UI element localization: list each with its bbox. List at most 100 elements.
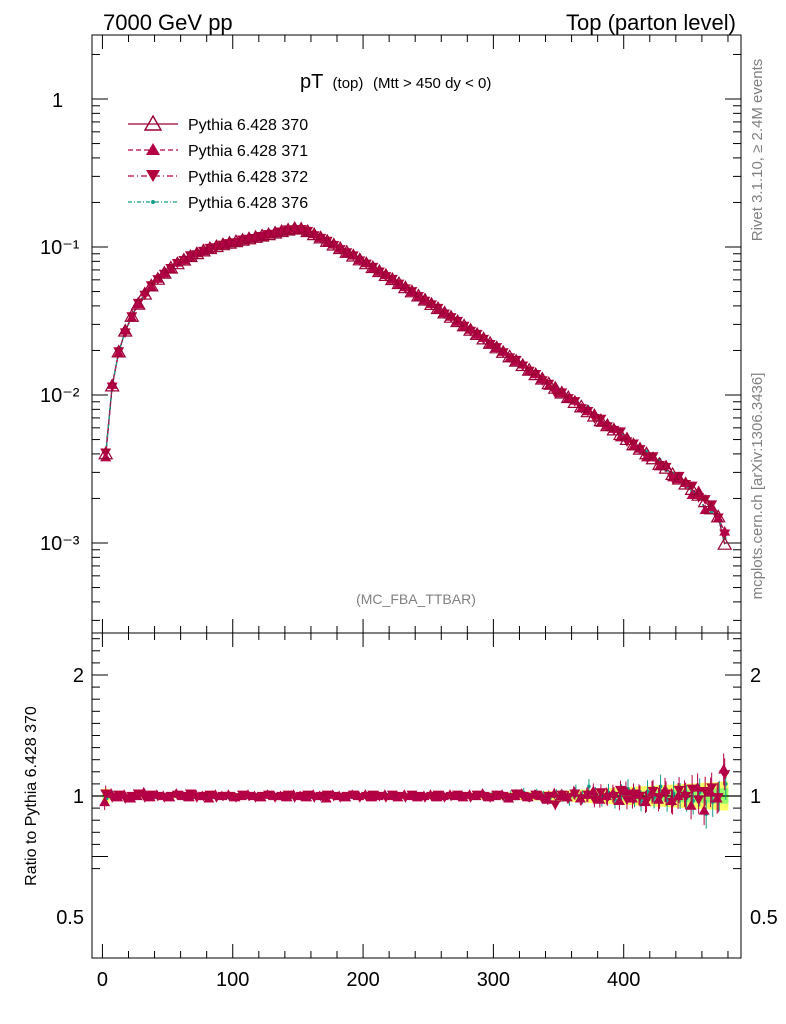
ratio-ytick-label-2-left: 2 bbox=[73, 665, 84, 687]
main-point-370 bbox=[567, 394, 583, 408]
ratio-point-371 bbox=[451, 790, 463, 801]
main-point-370 bbox=[502, 349, 518, 363]
main-point-370 bbox=[208, 238, 224, 253]
main-point-370 bbox=[319, 233, 335, 247]
x-axis-ticks bbox=[101, 35, 729, 958]
ratio-point-376 bbox=[587, 784, 591, 789]
ratio-point-371 bbox=[327, 789, 339, 799]
main-point-370 bbox=[547, 380, 563, 394]
ratio-point-371 bbox=[281, 791, 293, 802]
ratio-point-371 bbox=[131, 790, 143, 801]
main-point-370 bbox=[293, 221, 309, 235]
main-point-370 bbox=[248, 229, 264, 243]
ratio-ytick-label-05-right: 0.5 bbox=[750, 907, 778, 929]
ratio-point-372 bbox=[100, 789, 112, 800]
ratio-point-371 bbox=[464, 789, 476, 799]
main-ytick-label-2: 10⁻¹ bbox=[40, 237, 80, 259]
x-tick-label: 300 bbox=[477, 969, 510, 991]
main-point-370 bbox=[476, 331, 492, 345]
ratio-point-371 bbox=[275, 790, 287, 801]
main-point-371 bbox=[145, 281, 157, 291]
main-point-370 bbox=[645, 451, 661, 465]
main-point-370 bbox=[104, 378, 120, 392]
ratio-point-371 bbox=[646, 786, 658, 797]
main-point-370 bbox=[717, 536, 733, 550]
ratio-point-372 bbox=[706, 783, 718, 794]
main-point-370 bbox=[111, 344, 127, 358]
legend-entry-372: Pythia 6.428 372 bbox=[128, 169, 308, 186]
ratio-point-371 bbox=[346, 789, 358, 799]
main-point-370 bbox=[638, 446, 655, 460]
main-point-370 bbox=[443, 309, 459, 323]
plot-title-cuts: (Mtt > 450 dy < 0) bbox=[373, 75, 491, 92]
main-point-370 bbox=[658, 460, 674, 474]
ratio-point-371 bbox=[359, 789, 371, 799]
main-point-371 bbox=[354, 254, 366, 265]
main-point-370 bbox=[195, 243, 211, 257]
main-point-370 bbox=[345, 248, 361, 262]
main-point-371 bbox=[341, 247, 353, 258]
main-point-370 bbox=[430, 300, 446, 315]
ratio-point-371 bbox=[424, 789, 436, 799]
main-point-371 bbox=[530, 368, 542, 379]
main-point-370 bbox=[241, 231, 257, 245]
main-point-370 bbox=[710, 509, 726, 523]
ratio-point-371 bbox=[157, 790, 169, 801]
main-point-370 bbox=[704, 501, 720, 515]
analysis-watermark: (MC_FBA_TTBAR) bbox=[356, 591, 476, 607]
x-tick-label: 400 bbox=[607, 969, 640, 991]
main-point-370 bbox=[371, 263, 387, 278]
ratio-point-371 bbox=[659, 784, 671, 795]
main-point-370 bbox=[417, 292, 433, 306]
ratio-point-371 bbox=[503, 792, 515, 803]
ratio-point-371 bbox=[138, 786, 150, 797]
main-point-370 bbox=[599, 418, 615, 432]
main-point-370 bbox=[391, 275, 407, 290]
main-point-371 bbox=[113, 347, 125, 357]
ratio-point-371 bbox=[561, 791, 573, 802]
rivet-version-text: Rivet 3.1.10, ≥ 2.4M events bbox=[749, 59, 766, 242]
ratio-point-372 bbox=[627, 789, 639, 800]
main-point-371 bbox=[406, 286, 418, 297]
ratio-point-371 bbox=[633, 789, 645, 799]
ratio-point-371 bbox=[542, 794, 554, 804]
main-point-370 bbox=[678, 476, 694, 490]
main-point-370 bbox=[423, 296, 440, 310]
main-point-370 bbox=[182, 248, 198, 263]
main-point-370 bbox=[313, 230, 329, 244]
main-point-370 bbox=[684, 481, 700, 495]
ratio-point-371 bbox=[209, 789, 221, 799]
main-point-370 bbox=[691, 487, 707, 501]
legend-entry-371: Pythia 6.428 371 bbox=[128, 143, 308, 160]
ratio-point-371 bbox=[496, 789, 508, 799]
ratio-point-371 bbox=[509, 790, 521, 801]
ratio-point-372 bbox=[614, 785, 626, 796]
main-line-376 bbox=[105, 227, 726, 539]
legend-label-372: Pythia 6.428 372 bbox=[188, 169, 308, 186]
ratio-point-371 bbox=[548, 788, 560, 798]
main-point-370 bbox=[280, 222, 296, 236]
main-point-370 bbox=[586, 408, 602, 422]
main-point-370 bbox=[489, 340, 505, 354]
main-point-370 bbox=[554, 385, 570, 399]
main-point-371 bbox=[497, 346, 509, 356]
ratio-point-371 bbox=[457, 791, 469, 802]
ratio-point-371 bbox=[301, 791, 313, 802]
ratio-point-372 bbox=[693, 795, 705, 806]
ratio-point-371 bbox=[718, 763, 730, 774]
main-point-371 bbox=[536, 373, 548, 384]
main-point-370 bbox=[508, 353, 524, 367]
main-point-370 bbox=[612, 426, 628, 441]
ratio-point-371 bbox=[594, 794, 606, 804]
ratio-point-371 bbox=[685, 800, 697, 810]
main-point-370 bbox=[625, 437, 642, 451]
ratio-point-371 bbox=[444, 789, 456, 799]
ratio-point-371 bbox=[568, 786, 580, 797]
main-point-371 bbox=[712, 512, 724, 523]
main-point-371 bbox=[126, 312, 138, 322]
main-point-370 bbox=[339, 244, 355, 258]
legend-up-triangle-marker bbox=[146, 143, 160, 155]
main-point-371 bbox=[419, 294, 431, 305]
main-point-376 bbox=[709, 510, 714, 514]
main-point-371 bbox=[439, 307, 451, 318]
